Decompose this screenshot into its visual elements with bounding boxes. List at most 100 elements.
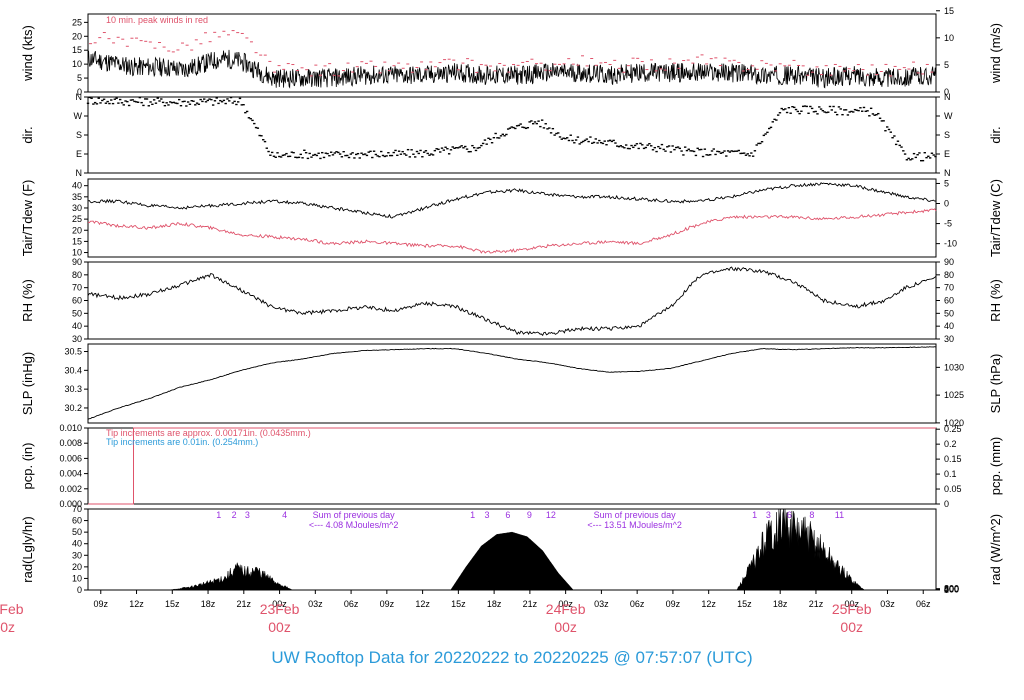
- y-tick-label-right: 5: [944, 60, 949, 70]
- y-tick-label-right: 50: [944, 308, 954, 318]
- y-tick-label: 50: [72, 527, 82, 537]
- rad-hour-marker: 3: [484, 510, 489, 520]
- y-tick-label: 70: [72, 504, 82, 514]
- y-tick-label: 60: [72, 296, 82, 306]
- x-tick-label: 21z: [523, 599, 538, 609]
- series-rad-day1: [169, 562, 294, 591]
- rad-hour-marker: 8: [809, 510, 814, 520]
- series-pcp: [88, 427, 936, 505]
- x-tick-label: 15z: [737, 599, 752, 609]
- y-axis-label-right: Tair/Tdew (C): [988, 179, 1003, 257]
- y-tick-label-right: 600: [944, 584, 959, 594]
- x-tick-label: 15z: [165, 599, 180, 609]
- x-date-time-label: 00z: [0, 619, 15, 635]
- rad-hour-marker: 12: [546, 510, 556, 520]
- y-axis-label-right: wind (m/s): [988, 23, 1003, 84]
- rad-hour-marker: 6: [505, 510, 510, 520]
- y-tick-label: 10: [72, 573, 82, 583]
- y-tick-label: 40: [72, 321, 82, 331]
- panel-frame-rh: [87, 261, 937, 340]
- y-tick-label: 60: [72, 516, 82, 526]
- y-axis-label: rad(Lgly/hr): [20, 516, 35, 582]
- pcp-annotation-tip: Tip increments are 0.01in. (0.254mm.): [106, 437, 258, 447]
- y-tick-label-right: 0.25: [944, 424, 962, 434]
- y-tick-label: 30.5: [64, 347, 82, 357]
- y-tick-label: 40: [72, 181, 82, 191]
- rad-hour-marker: 1: [216, 510, 221, 520]
- y-tick-label: 30: [72, 203, 82, 213]
- y-tick-label: S: [76, 130, 82, 140]
- x-tick-label: 12z: [415, 599, 430, 609]
- y-tick-label-right: 90: [944, 257, 954, 267]
- y-tick-label: 0.002: [59, 484, 82, 494]
- y-tick-label: 40: [72, 539, 82, 549]
- panel-frame-dir: [87, 96, 937, 174]
- y-tick-label-right: 0.2: [944, 439, 957, 449]
- y-tick-label: 10: [72, 248, 82, 258]
- y-axis-label: wind (kts): [20, 25, 35, 82]
- y-tick-label: 0.010: [59, 423, 82, 433]
- x-tick-label: 18z: [487, 599, 502, 609]
- rad-hour-marker: 3: [766, 510, 771, 520]
- y-tick-label: 0.008: [59, 438, 82, 448]
- y-tick-label: E: [76, 149, 82, 159]
- x-tick-label: 15z: [451, 599, 466, 609]
- y-tick-label: 25: [72, 214, 82, 224]
- y-tick-label-right: 10: [944, 33, 954, 43]
- y-tick-label-right: W: [944, 111, 953, 121]
- y-tick-label-right: 0: [944, 585, 949, 595]
- y-tick-label-right: 0: [944, 87, 949, 97]
- y-tick-label-right: 0.1: [944, 469, 957, 479]
- rad-hour-marker: 9: [527, 510, 532, 520]
- x-tick-label: 06z: [344, 599, 359, 609]
- y-tick-label-right: N: [944, 168, 951, 178]
- x-tick-label: 06z: [630, 599, 645, 609]
- y-tick-label: 15: [72, 45, 82, 55]
- x-tick-label: 18z: [773, 599, 788, 609]
- y-tick-label: 80: [72, 270, 82, 280]
- x-tick-label: 12z: [129, 599, 144, 609]
- y-axis-label-right: RH (%): [988, 279, 1003, 322]
- x-date-time-label: 00z: [268, 619, 291, 635]
- y-tick-label-right: 1020: [944, 418, 964, 428]
- series-rad-day2: [450, 531, 574, 591]
- y-tick-label: 0.000: [59, 499, 82, 509]
- x-tick-label: 03z: [880, 599, 895, 609]
- y-tick-label-right: 70: [944, 283, 954, 293]
- x-tick-label: 00z: [272, 599, 287, 609]
- series-rh: [87, 266, 937, 337]
- rad-annotation: <--- 13.51 MJoules/m^2: [587, 520, 682, 530]
- rad-hour-marker: 4: [282, 510, 287, 520]
- rad-annotation: Sum of previous day: [594, 510, 677, 520]
- y-tick-label-right: 80: [944, 270, 954, 280]
- rad-hour-marker: 1: [752, 510, 757, 520]
- y-tick-label: 70: [72, 283, 82, 293]
- y-tick-label: 5: [77, 73, 82, 83]
- y-axis-label-right: rad (W/m^2): [988, 514, 1003, 585]
- y-axis-label-right: SLP (hPa): [988, 354, 1003, 414]
- y-tick-label: 0: [77, 87, 82, 97]
- x-tick-label: 00z: [844, 599, 859, 609]
- y-tick-label-right: 400: [944, 584, 959, 594]
- rad-hour-marker: 3: [245, 510, 250, 520]
- y-axis-label: RH (%): [20, 279, 35, 322]
- x-date-label: 24Feb: [546, 601, 586, 617]
- x-tick-label: 09z: [380, 599, 395, 609]
- x-date-time-label: 00z: [554, 619, 577, 635]
- y-tick-label-right: -5: [944, 219, 952, 229]
- x-date-label: 25Feb: [832, 601, 872, 617]
- series-rad-day3: [736, 508, 866, 591]
- y-tick-label-right: E: [944, 149, 950, 159]
- x-tick-label: 06z: [916, 599, 931, 609]
- rad-hour-marker: 2: [232, 510, 237, 520]
- y-tick-label: 0.006: [59, 453, 82, 463]
- series-tair: [87, 182, 937, 219]
- y-tick-label-right: 5: [944, 178, 949, 188]
- y-tick-label: N: [76, 92, 83, 102]
- y-tick-label: 20: [72, 31, 82, 41]
- x-date-label: 23Feb: [260, 601, 300, 617]
- y-tick-label: 30.4: [64, 365, 82, 375]
- y-tick-label: 0.004: [59, 469, 82, 479]
- y-tick-label: W: [74, 111, 83, 121]
